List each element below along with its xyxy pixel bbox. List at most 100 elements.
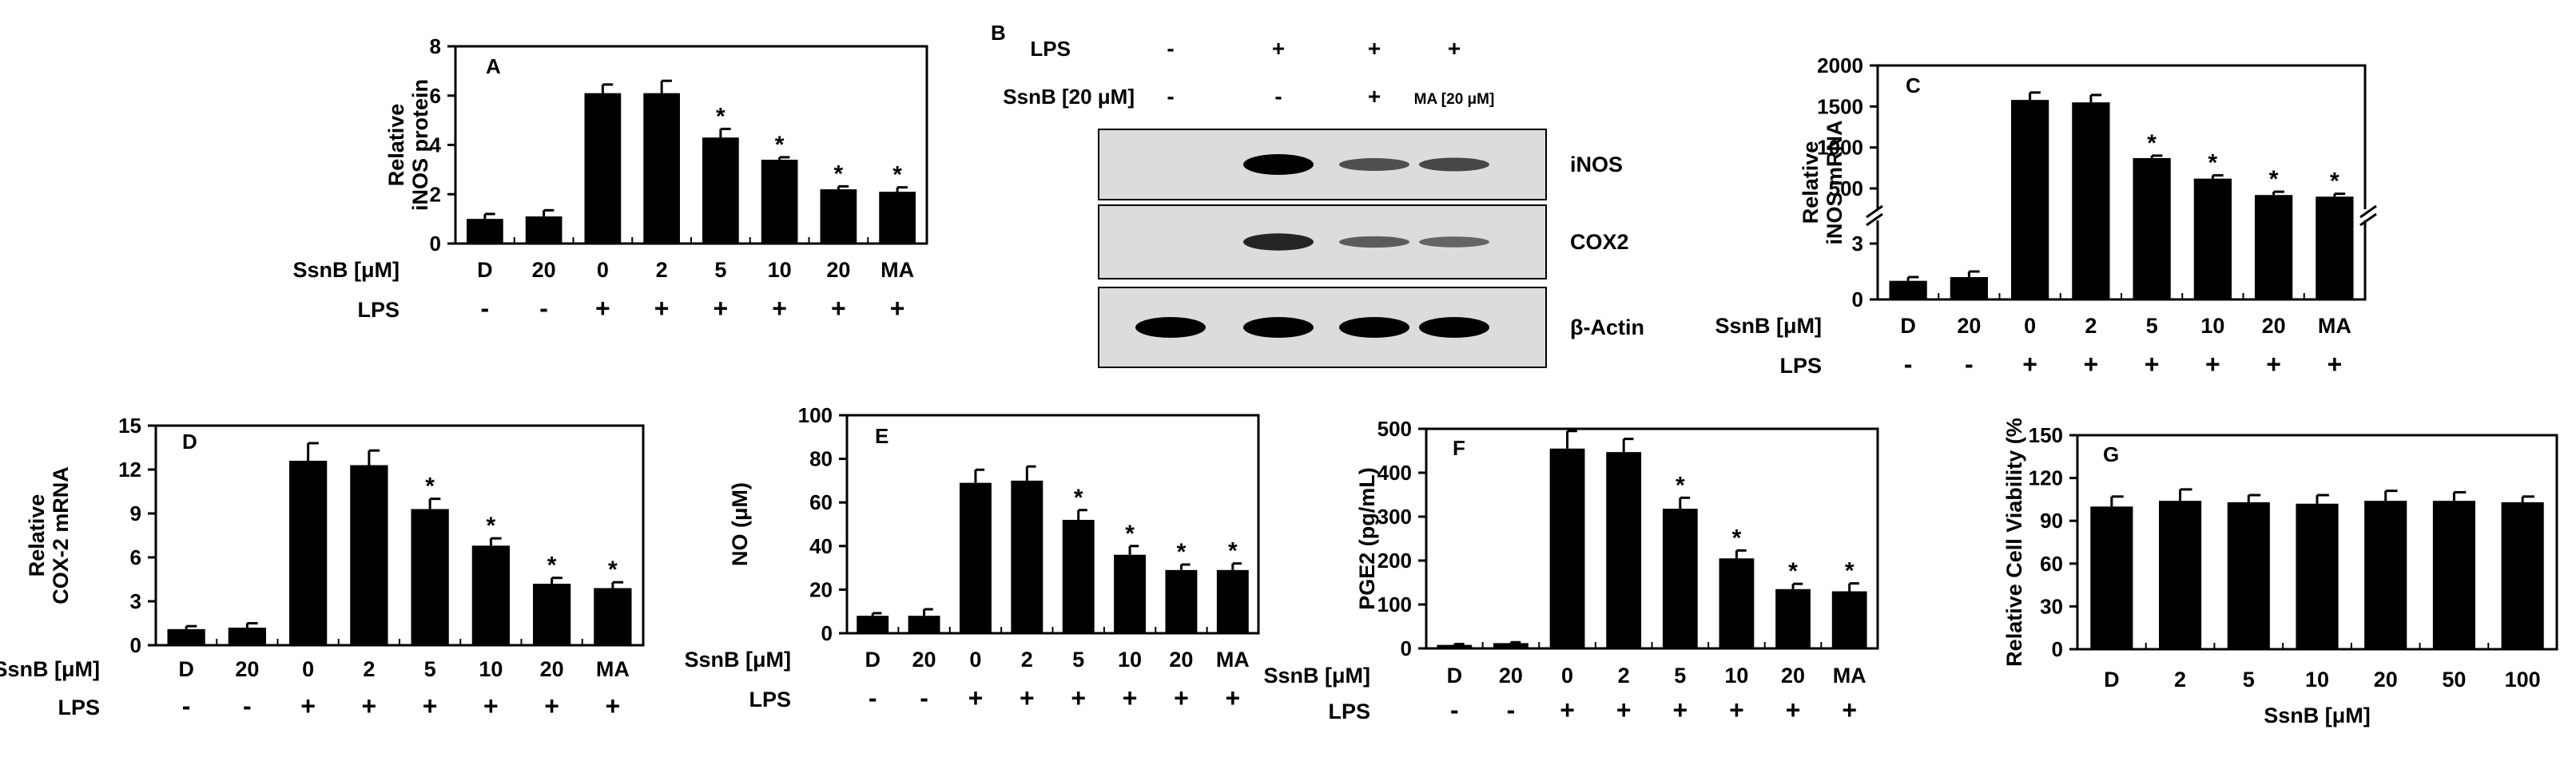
- axis-break-mark: [2359, 204, 2377, 219]
- bar: [2254, 195, 2293, 299]
- x-category-label: MA: [881, 258, 914, 282]
- x-category-label: 10: [479, 657, 503, 681]
- x-category-label: MA: [1216, 648, 1250, 672]
- axis-break-mark: [2359, 212, 2377, 227]
- y-tick-label: 9: [130, 501, 141, 525]
- lps-sign: +: [1842, 696, 1857, 724]
- bar: [1775, 589, 1811, 648]
- lps-sign: +: [968, 684, 984, 712]
- bar: [959, 482, 992, 633]
- blot-band: [1135, 317, 1206, 338]
- significance-star: *: [1676, 472, 1685, 498]
- x-category-label: 20: [540, 657, 564, 681]
- x-category-label: 20: [826, 258, 850, 282]
- y-axis-label: Relative Cell Viability (%: [2002, 418, 2026, 667]
- bar: [167, 628, 205, 645]
- bar: [761, 160, 798, 244]
- y-tick-label: 400: [1377, 461, 1412, 485]
- bar: [2296, 503, 2339, 649]
- panel-letter: B: [991, 21, 1006, 45]
- y-tick-label: 1000: [1817, 136, 1863, 160]
- significance-star: *: [2208, 150, 2218, 176]
- x-category-label: 5: [2243, 668, 2255, 692]
- x-category-label: 50: [2442, 668, 2466, 692]
- x-category-label: 2: [1618, 664, 1630, 688]
- significance-star: *: [1228, 538, 1238, 565]
- x-axis-label: SsnB [μM]: [2264, 704, 2371, 727]
- y-tick-label: 4: [430, 133, 442, 157]
- bar: [1831, 591, 1867, 648]
- bar: [857, 616, 889, 633]
- lps-sign: -: [1965, 350, 1974, 379]
- bar: [2316, 196, 2354, 299]
- significance-star: *: [2147, 130, 2157, 157]
- y-axis-label: Relative: [1799, 141, 1823, 224]
- y-tick-label: 0: [430, 232, 441, 256]
- panel-letter: E: [875, 424, 888, 448]
- y-tick-label: 6: [430, 84, 441, 108]
- significance-star: *: [1125, 521, 1135, 547]
- y-axis-label: PGE2 (pg/mL): [1355, 467, 1379, 610]
- row-label-ssnb: SsnB [μM]: [292, 258, 400, 282]
- lps-sign: +: [831, 294, 846, 323]
- x-category-label: D: [865, 648, 881, 672]
- x-category-label: 5: [2146, 314, 2158, 338]
- y-tick-label: 2000: [1817, 54, 1863, 77]
- y-tick-label: 30: [2040, 594, 2063, 618]
- x-category-label: 10: [1724, 664, 1748, 688]
- lps-sign: +: [1616, 696, 1632, 724]
- bar: [1889, 280, 1927, 299]
- y-tick-label: 100: [1377, 593, 1412, 616]
- lps-sign: +: [1786, 696, 1801, 724]
- significance-star: *: [1177, 539, 1187, 565]
- x-category-label: 2: [2085, 314, 2097, 338]
- x-category-label: 10: [768, 258, 792, 282]
- lps-sign: -: [1450, 696, 1459, 724]
- x-category-label: 20: [1499, 664, 1523, 688]
- y-axis-label: Relative: [25, 494, 49, 577]
- blot-lane-sign: MA [20 μM]: [1414, 91, 1495, 108]
- y-tick-label: 2: [430, 182, 441, 206]
- panel-letter: F: [1453, 436, 1465, 460]
- x-category-label: 20: [912, 648, 936, 672]
- y-tick-label: 60: [2040, 552, 2063, 576]
- y-tick-label: 0: [821, 621, 833, 645]
- lps-sign: -: [1507, 696, 1516, 724]
- bar: [228, 628, 267, 645]
- bar: [1662, 509, 1698, 648]
- x-category-label: 100: [2505, 668, 2541, 692]
- x-category-label: 2: [363, 657, 375, 681]
- row-label-ssnb: SsnB [μM]: [0, 657, 100, 681]
- y-tick-label: 300: [1377, 505, 1412, 529]
- x-category-label: MA: [596, 657, 630, 681]
- blot-band: [1243, 233, 1314, 251]
- lps-sign: -: [920, 684, 928, 712]
- y-tick-label: 100: [798, 403, 833, 427]
- lps-sign: +: [1071, 684, 1086, 712]
- x-category-label: 5: [1072, 648, 1084, 672]
- x-category-label: 2: [656, 258, 668, 282]
- y-tick-label: 20: [809, 577, 833, 601]
- bar: [411, 509, 449, 645]
- y-tick-label: 200: [1377, 549, 1412, 573]
- x-category-label: MA: [2318, 314, 2351, 338]
- blot-band-label: β-Actin: [1570, 315, 1644, 339]
- y-axis-label: COX-2 mRNA: [49, 466, 73, 604]
- x-category-label: 0: [1561, 664, 1573, 688]
- lps-sign: -: [869, 684, 877, 712]
- x-category-label: 5: [714, 258, 726, 282]
- significance-star: *: [2269, 166, 2279, 192]
- lps-sign: +: [890, 294, 905, 323]
- blot-band: [1243, 317, 1314, 338]
- blot-band: [1339, 157, 1409, 172]
- y-tick-label: 40: [809, 534, 833, 558]
- y-tick-label: 12: [118, 458, 141, 482]
- x-category-label: 0: [969, 648, 981, 672]
- y-tick-label: 80: [809, 447, 833, 471]
- y-tick-label: 1500: [1817, 94, 1863, 118]
- row-label-ssnb: SsnB [μM]: [1263, 664, 1370, 688]
- y-axis-label: NO (μM): [728, 482, 752, 566]
